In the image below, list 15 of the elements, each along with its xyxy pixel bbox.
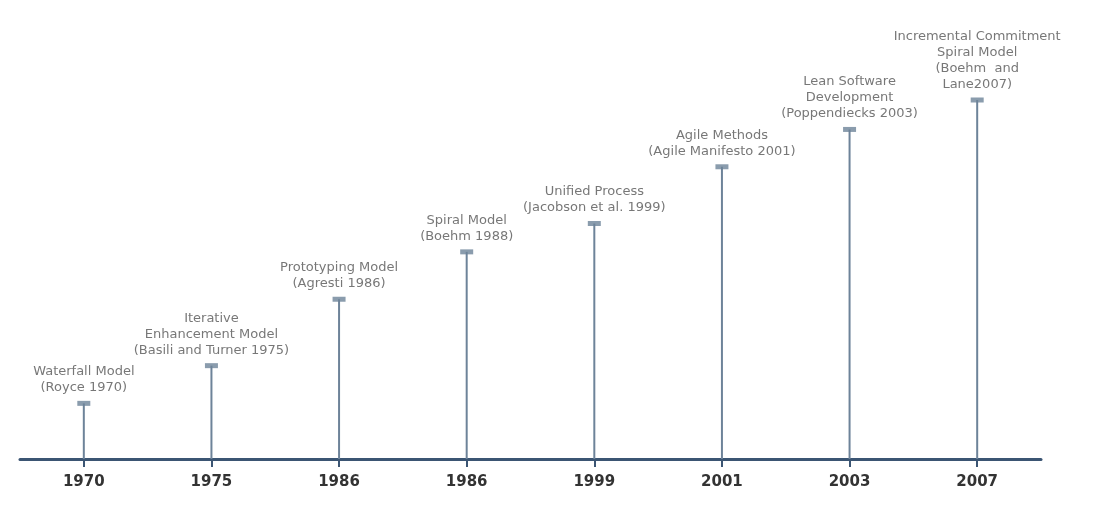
x-tick-label: 1999: [573, 471, 616, 490]
annotation: Prototyping Model (Agresti 1986): [280, 259, 399, 291]
annotation: Agile Methods (Agile Manifesto 2001): [648, 126, 796, 158]
annotation: Spiral Model (Boehm 1988): [420, 211, 514, 243]
x-tick-label: 1986: [445, 471, 488, 490]
x-tick-label: 1970: [62, 471, 105, 490]
annotation: Waterfall Model (Royce 1970): [33, 363, 135, 395]
annotation: Lean Software Development (Poppendiecks 2003): [781, 73, 918, 121]
x-tick-label: 2007: [956, 471, 999, 490]
x-tick-label: 2001: [701, 471, 743, 490]
x-tick-label: 1975: [190, 471, 233, 490]
x-tick-label: 2003: [828, 471, 871, 490]
annotation: Unified Process (Jacobson et al. 1999): [523, 183, 666, 215]
annotation: Iterative Enhancement Model (Basili and Turner 1975): [133, 309, 290, 357]
x-tick-label: 1986: [318, 471, 360, 490]
